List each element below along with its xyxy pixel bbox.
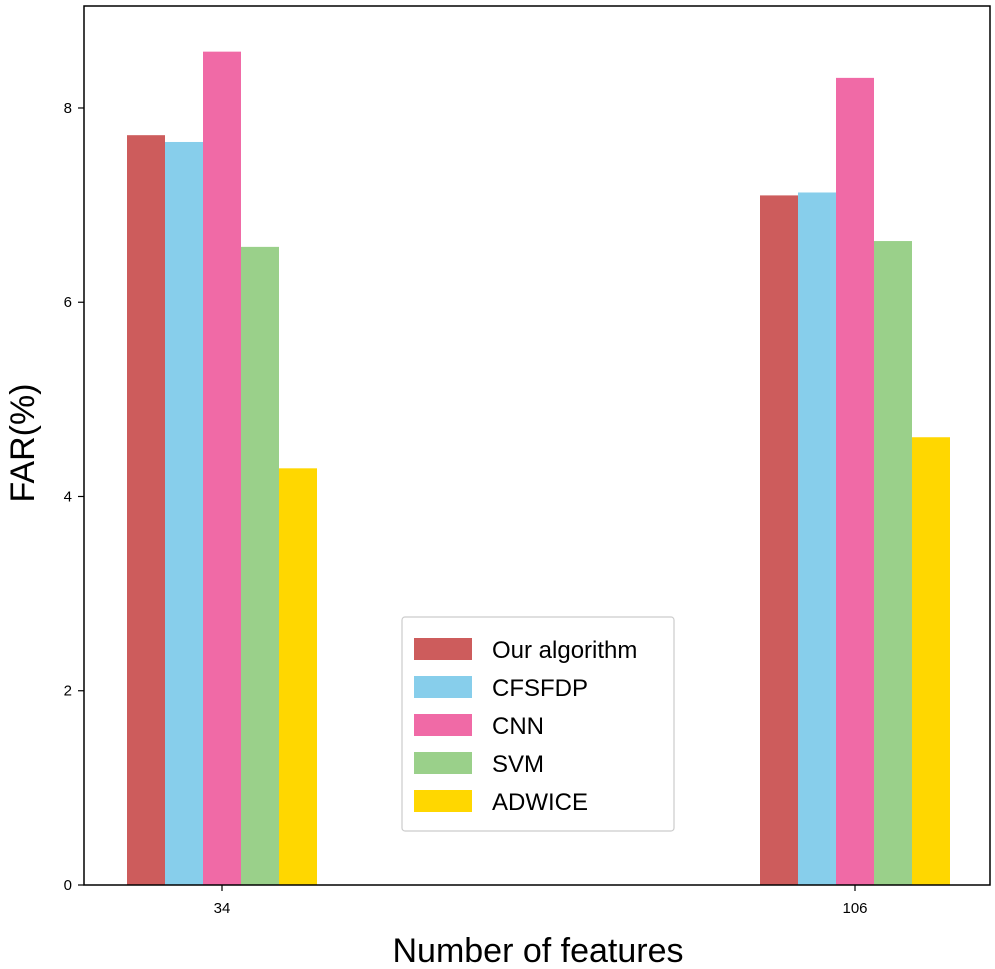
y-tick-label: 2	[64, 683, 72, 700]
legend-label: ADWICE	[492, 789, 588, 816]
y-tick-label: 0	[64, 877, 72, 894]
bar-cnn-34	[203, 51, 241, 886]
legend-label: CNN	[492, 713, 544, 740]
bar-our-algorithm-34	[127, 135, 165, 885]
x-axis-label: Number of features	[392, 932, 683, 969]
y-tick-label: 4	[64, 488, 72, 505]
legend-swatch-adwice	[414, 790, 472, 812]
bar-svm-106	[874, 241, 912, 886]
bar-our-algorithm-106	[760, 195, 798, 885]
legend-label: CFSFDP	[492, 675, 588, 702]
legend-swatch-cfsfdp	[414, 676, 472, 698]
x-tick-label: 34	[214, 900, 231, 917]
bar-cfsfdp-34	[165, 141, 203, 885]
legend-swatch-our-algorithm	[414, 638, 472, 660]
y-tick-label: 6	[64, 294, 72, 311]
legend-swatch-cnn	[414, 714, 472, 736]
y-axis-label: FAR(%)	[4, 384, 42, 503]
bar-adwice-106	[912, 437, 950, 885]
plot-area: 0 2 4 6 8 34 106 Our algorithm CFSFDP CNN SVM ADWIC…	[64, 5, 991, 917]
bar-adwice-34	[279, 468, 317, 885]
bar-svm-34	[241, 246, 279, 886]
legend-label: SVM	[492, 751, 544, 778]
bar-cfsfdp-106	[798, 192, 836, 885]
y-tick-label: 8	[64, 100, 72, 117]
legend-label: Our algorithm	[492, 637, 637, 664]
legend-box	[401, 616, 675, 832]
bar-cnn-106	[836, 77, 874, 886]
legend-swatch-svm	[414, 752, 472, 774]
x-tick-label: 106	[842, 900, 867, 917]
plot-frame	[83, 5, 991, 886]
